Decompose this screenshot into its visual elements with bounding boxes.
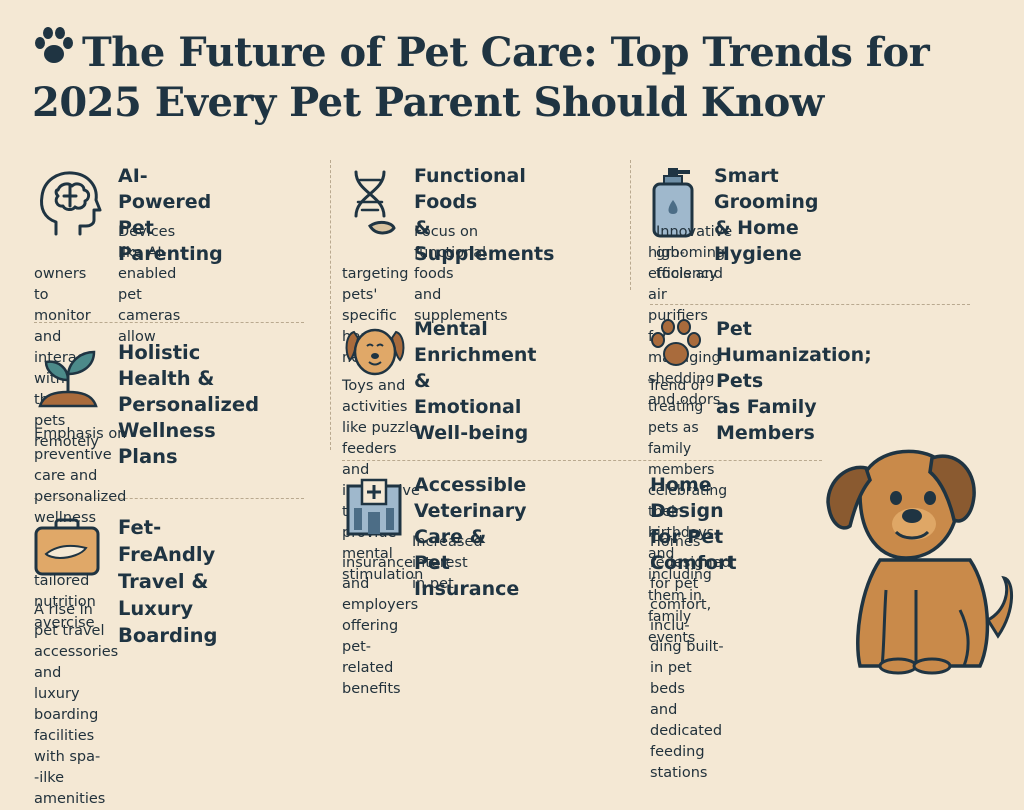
trend-desc: and supplements: [414, 287, 508, 324]
trend-title: Boarding: [118, 624, 218, 647]
paw-print-icon: [648, 318, 704, 374]
row-divider: [34, 322, 304, 323]
column-divider: [330, 160, 331, 450]
trend-desc: for pet comfort, inclu-: [650, 576, 712, 634]
trend-title: Personalized: [118, 393, 260, 416]
column-divider: [630, 160, 631, 290]
trend-desc: mental stimulation: [342, 546, 424, 583]
dog-face-icon: [344, 322, 406, 382]
hospital-icon: [344, 476, 404, 540]
brain-head-icon: [34, 168, 104, 242]
trend-desc: them in family events: [648, 588, 702, 646]
trend-title: Mental Enrichment: [414, 318, 537, 366]
trend-desc: Homes redesigned: [650, 534, 731, 571]
trend-desc: Devices like AI-enabled: [118, 224, 177, 282]
trend-title: AI-Powered: [118, 165, 212, 213]
row-divider: [342, 460, 822, 461]
trend-title: Home Design: [650, 474, 724, 522]
trend-desc: Focus on functional foods: [414, 224, 487, 282]
trend-title: Care & Pet Insurance: [414, 526, 520, 600]
trend-title: & Supplements: [414, 217, 555, 265]
trend-title: Functional Foods: [414, 165, 526, 213]
trend-title: Accessible Veterinary: [414, 474, 527, 522]
trend-desc: pet-related benefits: [342, 639, 401, 697]
trend-desc: -ilke amenities: [34, 770, 106, 807]
row-divider: [650, 304, 970, 305]
trend-desc: luxury boarding facilities with spa-: [34, 686, 101, 765]
trend-desc: ding built-in pet beds: [650, 639, 724, 697]
row-divider: [34, 498, 304, 499]
trend-title: for Pet Comfort: [650, 526, 737, 574]
sitting-dog-illustration: [820, 440, 1016, 680]
trend-title: Holistic Health &: [118, 341, 215, 390]
suitcase-icon: [34, 516, 100, 580]
trend-desc: Toys and activities like puzzle feeders: [342, 378, 419, 457]
spray-bottle-icon: [650, 166, 698, 244]
trend-desc: Emphasis on preventive care and: [34, 426, 127, 484]
trend-title: & Emotional Well-being: [414, 370, 529, 444]
trend-desc: insurance and employers offering: [342, 555, 419, 634]
trend-desc: and dedicated: [650, 702, 723, 739]
trend-desc: Increased interest in pet: [412, 534, 483, 592]
plant-sprout-icon: [34, 340, 104, 414]
trend-desc: pet cameras allow: [118, 287, 181, 345]
trend-title: Smart Grooming: [714, 165, 819, 213]
title-line-1: The Future of Pet Care: Top Trends for: [82, 29, 930, 76]
paw-icon: [32, 26, 76, 78]
page-title: The Future of Pet Care: Top Trends for 2…: [32, 26, 992, 128]
trend-title: Pet Parenting: [118, 217, 223, 265]
trend-title: & Home Hygiene: [714, 217, 802, 265]
trend-title: Pet Humanization; Pets: [716, 318, 872, 392]
trend-title: Travel & Luxury: [118, 570, 209, 620]
trend-desc: celebrating their birthdays, and includi…: [648, 483, 728, 583]
trend-title: Fet-FreAndly: [118, 516, 216, 566]
title-line-2: 2025 Every Pet Parent Should Know: [32, 79, 824, 126]
trend-desc: A rise in pet travel accessories and: [34, 602, 119, 681]
trend-desc: Trend of treating pets as family members: [648, 378, 715, 478]
dna-icon: [346, 168, 400, 246]
trend-desc: feeding stations: [650, 744, 708, 781]
trend-title: as Family Members: [716, 396, 817, 444]
trend-desc: Innovative grooming tools and: [656, 224, 733, 282]
trend-title: Wellness Plans: [118, 419, 216, 468]
